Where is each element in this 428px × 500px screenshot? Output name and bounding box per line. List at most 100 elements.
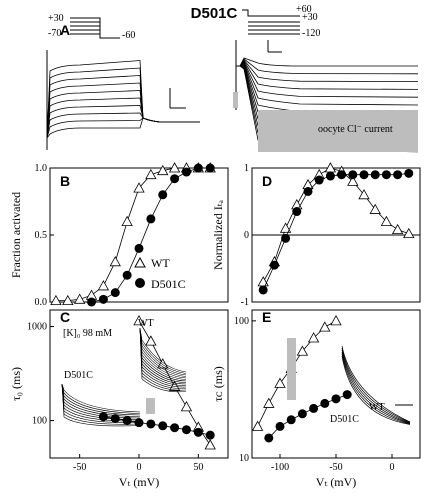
inset-trace-e bbox=[341, 349, 411, 424]
data-point-d501c bbox=[181, 167, 191, 177]
trace-right bbox=[236, 57, 418, 67]
protocol-right-v2: +30 bbox=[302, 12, 318, 23]
data-point-d501c bbox=[370, 170, 380, 180]
data-point-wt bbox=[180, 401, 193, 412]
highlight-c bbox=[146, 398, 155, 414]
y-axis-label: τ₀ (ms) bbox=[9, 367, 23, 401]
chart-d-normalized-current: -1 0 1 Normalized Iₜₐ bbox=[211, 162, 421, 308]
inset-trace-e bbox=[341, 345, 411, 423]
data-point-d501c bbox=[393, 170, 403, 180]
data-point-d501c bbox=[122, 270, 132, 280]
data-point-d501c bbox=[87, 297, 97, 307]
trace-right bbox=[236, 59, 419, 82]
panel-label-a: A bbox=[60, 22, 70, 38]
y-tick-label: 10 bbox=[239, 453, 249, 464]
protocol-right-v1: +60 bbox=[296, 4, 312, 15]
chart-c-tau-open: 100 1000 -50 0 50 τ₀ (ms) Vₜ (mV) bbox=[9, 309, 229, 489]
data-point-wt bbox=[97, 280, 110, 291]
legend-b: WT D501C bbox=[134, 256, 186, 291]
inset-d501c-label-e: D501C bbox=[330, 414, 359, 425]
data-point-d501c bbox=[342, 390, 352, 400]
x-tick-label: -100 bbox=[271, 462, 289, 473]
x-axis-label: Vₜ (mV) bbox=[119, 475, 160, 489]
chart-e-tau-close: 10 100 -100 -50 0 τᴄ (ms) Vₜ (mV) bbox=[211, 309, 421, 489]
data-point-d501c bbox=[337, 170, 347, 180]
data-point-d501c bbox=[331, 394, 341, 404]
inset-trace-d501c bbox=[61, 383, 141, 413]
data-point-d501c bbox=[292, 207, 302, 217]
data-point-wt bbox=[319, 321, 331, 332]
trace-right bbox=[236, 62, 419, 106]
panel-label-b: B bbox=[60, 173, 70, 189]
inset-trace-d501c bbox=[61, 383, 141, 416]
data-point-d501c bbox=[281, 233, 291, 243]
inset-wt-label-c: WT bbox=[138, 318, 154, 329]
x-tick-label: 0 bbox=[390, 462, 395, 473]
inset-traces-c bbox=[61, 327, 187, 427]
data-point-d501c bbox=[309, 403, 319, 413]
data-point-d501c bbox=[258, 285, 268, 295]
x-tick-label: 0 bbox=[137, 462, 142, 473]
data-point-wt bbox=[157, 358, 169, 369]
fit-line-wt bbox=[257, 320, 337, 427]
data-point-d501c bbox=[110, 288, 120, 298]
data-point-d501c bbox=[269, 260, 279, 270]
trace-right bbox=[236, 58, 419, 75]
data-point-d501c bbox=[205, 163, 215, 173]
fit-line-wt bbox=[55, 167, 211, 302]
x-tick-label: -50 bbox=[73, 462, 86, 473]
inset-trace-e bbox=[341, 351, 411, 424]
data-point-wt bbox=[391, 223, 404, 235]
trace-left bbox=[46, 97, 200, 139]
y-tick-label: 100 bbox=[234, 316, 249, 327]
data-point-d501c bbox=[193, 163, 203, 173]
inset-trace-wt bbox=[139, 327, 187, 393]
k-concentration-label: [K]₀ 98 mM bbox=[63, 328, 112, 339]
inset-trace-d501c bbox=[61, 383, 141, 419]
data-point-wt bbox=[121, 215, 133, 227]
protocol-right-v3: -120 bbox=[302, 28, 320, 39]
data-point-d501c bbox=[193, 427, 203, 437]
inset-trace-wt bbox=[139, 327, 187, 376]
y-tick-label: 100 bbox=[32, 416, 47, 427]
data-point-wt bbox=[157, 164, 169, 176]
inset-traces-e bbox=[341, 345, 413, 425]
data-point-d501c bbox=[314, 175, 324, 185]
data-point-d501c bbox=[170, 423, 180, 433]
data-point-d501c bbox=[205, 430, 215, 440]
y-axis-label: Fraction activated bbox=[9, 192, 23, 278]
inset-trace-e bbox=[341, 347, 411, 423]
data-point-wt bbox=[263, 397, 275, 408]
protocol-right bbox=[242, 9, 300, 35]
protocol-left-v2: -70 bbox=[48, 28, 61, 39]
trace-left bbox=[46, 60, 200, 139]
data-point-wt bbox=[380, 215, 393, 227]
data-point-d501c bbox=[320, 398, 330, 408]
chart-b-activation: 0.0 0.5 1.0 Fraction activated bbox=[9, 162, 229, 308]
data-point-d501c bbox=[297, 409, 307, 419]
inset-trace-wt bbox=[139, 327, 187, 373]
inset-d501c-label-c: D501C bbox=[64, 370, 93, 381]
trace-right bbox=[236, 60, 419, 90]
inset-wt-label-e: WT bbox=[369, 402, 385, 413]
data-point-d501c bbox=[170, 174, 180, 184]
data-point-d501c bbox=[98, 294, 108, 304]
data-point-d501c bbox=[303, 186, 313, 196]
data-point-d501c bbox=[146, 214, 156, 224]
data-point-wt bbox=[145, 335, 157, 346]
trace-left bbox=[46, 67, 200, 139]
scale-bar-left bbox=[169, 88, 186, 109]
data-point-d501c bbox=[348, 170, 358, 180]
inset-trace-wt bbox=[139, 327, 187, 374]
data-point-wt bbox=[403, 227, 415, 239]
data-point-wt bbox=[347, 175, 359, 186]
data-point-d501c bbox=[286, 415, 296, 425]
y-tick-label: 0 bbox=[244, 230, 249, 241]
panel-label-d: D bbox=[262, 173, 272, 189]
data-point-wt bbox=[296, 345, 309, 356]
data-point-d501c bbox=[325, 171, 335, 181]
protocol-left-v1: +30 bbox=[48, 13, 64, 24]
data-point-wt bbox=[73, 293, 86, 304]
trace-right-highlight bbox=[233, 92, 238, 108]
